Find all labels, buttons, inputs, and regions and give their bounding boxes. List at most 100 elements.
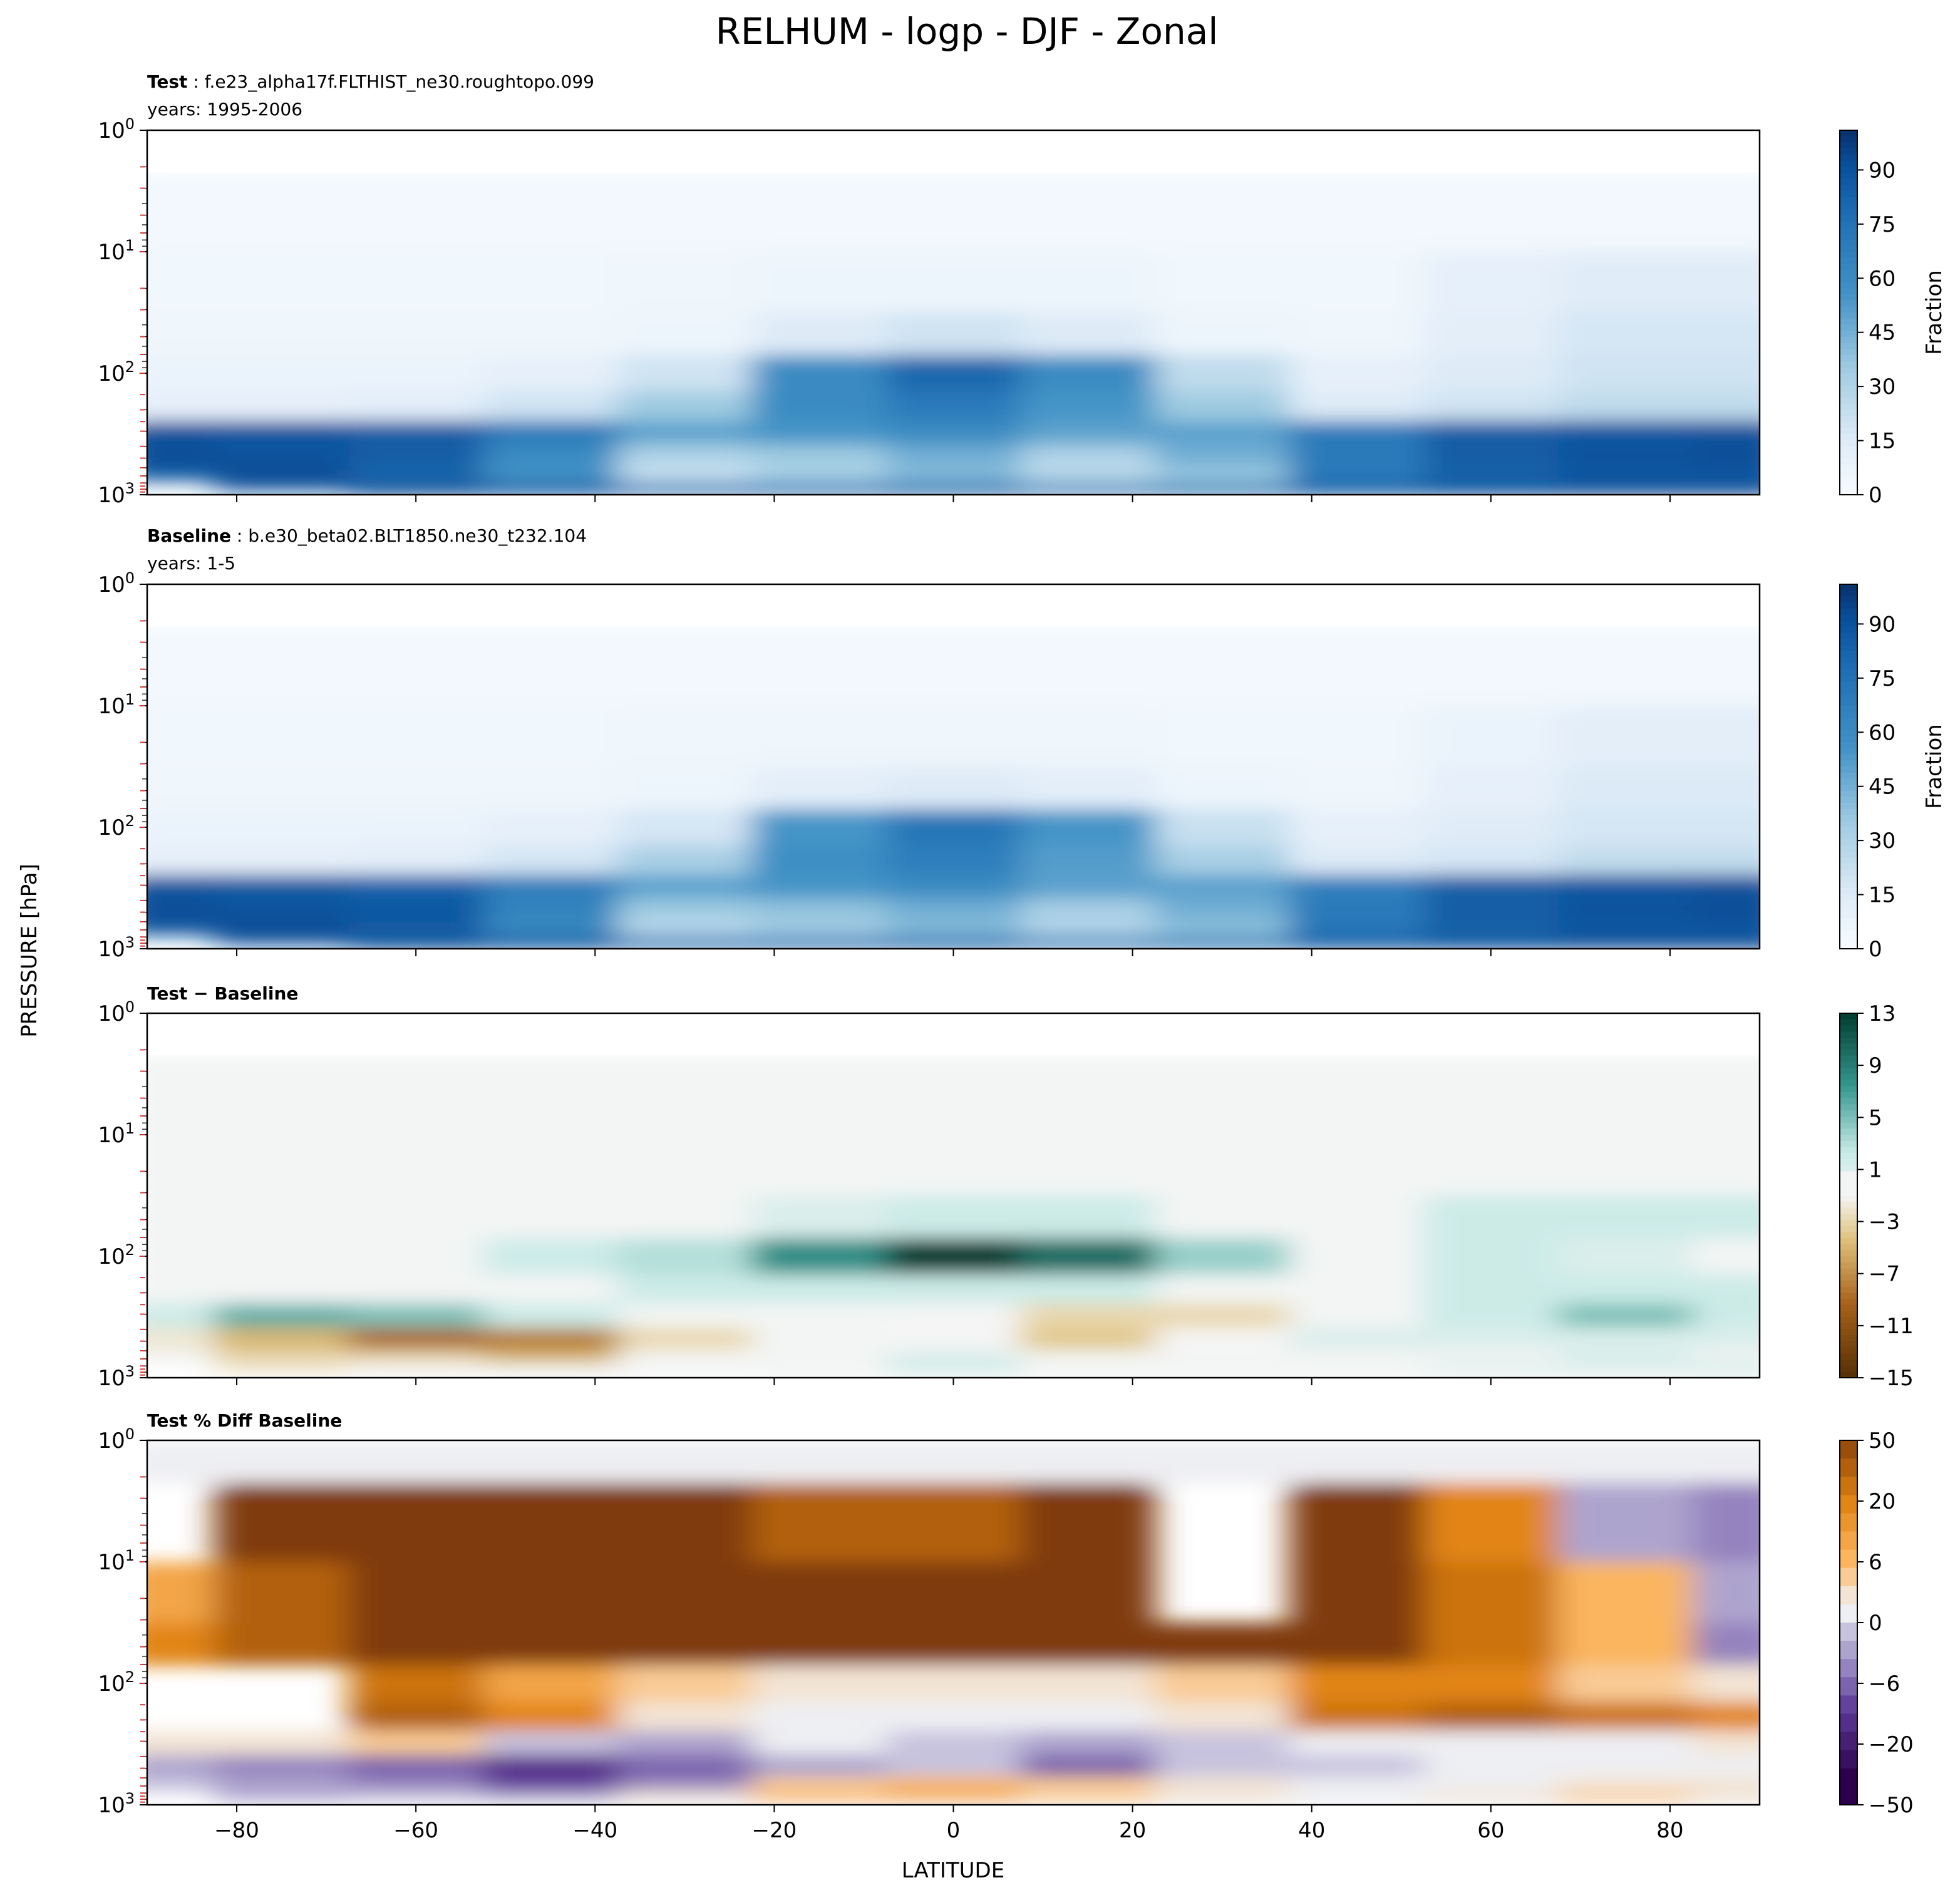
heatmap-cell [1289,1730,1425,1756]
colorbar-segment [1840,1623,1857,1629]
heatmap-cell [147,808,215,847]
heatmap-cell [1289,1482,1425,1562]
heatmap-cell [1289,1665,1425,1703]
heatmap-cell [348,808,484,847]
heatmap-cell [1289,1440,1425,1484]
heatmap-smoothed [147,1440,1760,1805]
colorbar-segment [1840,415,1857,423]
heatmap-cell [147,1562,215,1623]
heatmap-cell [1423,1373,1559,1378]
colorbar-segment [1840,821,1857,828]
colorbar-segment [1840,130,1857,137]
heatmap-cell [886,874,1021,900]
colorbar-tick-label: 75 [1869,666,1896,691]
heatmap-cell [751,899,887,922]
heatmap-cell [1020,1350,1156,1365]
heatmap-cell [147,1777,215,1792]
heatmap-cell [1558,1274,1693,1304]
colorbar-segment [1840,1677,1857,1684]
colorbar-segment [1840,778,1857,786]
heatmap-cell [1020,1440,1156,1484]
heatmap-cell [617,1328,753,1351]
colorbar-segment [1840,1140,1857,1148]
heatmap-cell [1692,1730,1760,1756]
heatmap-cell [617,490,753,495]
colorbar-segment [1840,1341,1857,1348]
colorbar-segment [1840,1050,1857,1056]
heatmap-cell [1692,354,1760,393]
heatmap-cell [1558,1135,1693,1196]
colorbar: −15 −11 −7 −3 1 5 9 13 [1839,1001,1914,1391]
colorbar-segment [1840,1446,1857,1453]
heatmap-cell [1289,490,1425,495]
colorbar-segment [1840,1250,1857,1257]
colorbar-segment [1840,148,1857,155]
colorbar-segment [1840,785,1857,792]
panel-1: Test : f.e23_alpha17f.FLTHIST_ne30.rough… [98,71,1947,508]
heatmap-cell [886,172,1021,252]
colorbar-segment [1840,924,1857,931]
colorbar-segment [1840,626,1857,634]
heatmap-cell [147,767,215,810]
heatmap-cell [1423,706,1559,767]
colorbar-segment [1840,318,1857,326]
heatmap-cell [1020,1800,1156,1805]
y-tick-label: 100 [98,998,135,1026]
heatmap-cell [1155,1237,1290,1276]
colorbar-segment [1840,767,1857,773]
heatmap-cell [1423,252,1559,313]
heatmap-cell [348,874,484,900]
heatmap-cell [1289,1777,1425,1792]
heatmap-cell [617,1440,753,1484]
heatmap-cell [1020,1135,1156,1196]
heatmap-cell [1558,481,1693,492]
heatmap-cell [1423,1665,1559,1703]
heatmap-cell [617,1237,753,1276]
heatmap-cell [483,944,619,949]
heatmap-cell [1289,767,1425,810]
heatmap-cell [751,445,887,468]
colorbar-segment [1840,663,1857,670]
heatmap-cell [617,1350,753,1365]
heatmap-cell [483,874,619,900]
heatmap-cell [617,921,753,936]
heatmap-cell [1020,944,1156,949]
heatmap-cell [1692,467,1760,482]
heatmap-cell [617,1665,753,1703]
heatmap-cell [348,1482,484,1562]
heatmap-cell [886,1135,1021,1196]
colorbar-tick-label: 75 [1869,212,1896,237]
heatmap-cell [147,1755,215,1778]
colorbar-segment [1840,1086,1857,1093]
colorbar-segment [1840,1171,1857,1178]
heatmap-cell [348,845,484,875]
heatmap-cell [751,1665,887,1703]
colorbar-tick-label: 15 [1869,429,1896,454]
heatmap-cell [147,467,215,482]
heatmap-cell [617,1701,753,1732]
heatmap-cell [1155,706,1290,767]
colorbar-tick-label: 30 [1869,829,1896,854]
colorbar-segment [1840,421,1857,429]
panel-case-label: Test % Diff Baseline [147,1410,342,1431]
heatmap-cell [1423,1364,1559,1375]
colorbar-segment [1840,1738,1857,1745]
heatmap-cell [348,1791,484,1802]
colorbar-segment [1840,440,1857,447]
heatmap-cell [1423,420,1559,446]
colorbar-segment [1840,1013,1857,1020]
colorbar-segment [1840,282,1857,289]
heatmap-cell [751,1440,887,1484]
colorbar-segment [1840,1159,1857,1166]
heatmap-cell [1289,874,1425,900]
heatmap-cell [483,1195,619,1239]
heatmap-cell [1558,1237,1693,1276]
colorbar-segment [1840,1207,1857,1215]
y-tick-label: 100 [98,1425,135,1453]
colorbar-segment [1840,772,1857,780]
colorbar-segment [1840,1135,1857,1142]
heatmap-cell [214,874,349,900]
heatmap-cell [1692,899,1760,922]
heatmap-cell [483,921,619,936]
colorbar-segment [1840,857,1857,865]
